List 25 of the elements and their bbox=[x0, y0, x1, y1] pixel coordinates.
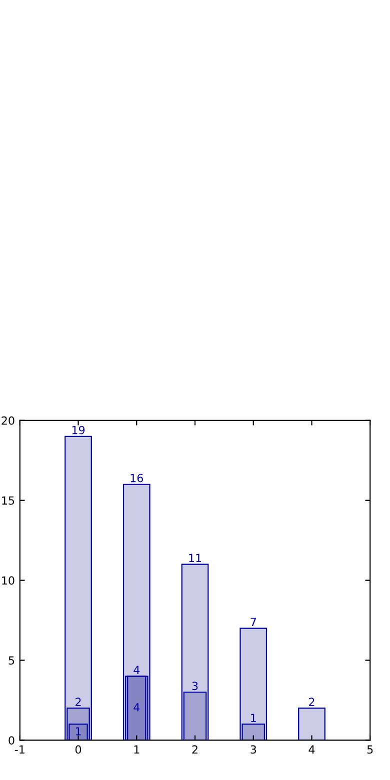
data-label: 1 bbox=[251, 714, 256, 722]
x-tick-label: -1 bbox=[14, 745, 24, 754]
y-tick-label: 10 bbox=[2, 576, 14, 585]
x-tick-label: 1 bbox=[134, 745, 140, 754]
x-tick-label: 3 bbox=[250, 745, 256, 754]
y-tick-label: 20 bbox=[2, 416, 14, 425]
data-label: 16 bbox=[130, 474, 143, 482]
data-label: 2 bbox=[76, 698, 81, 706]
data-label: 3 bbox=[192, 682, 198, 690]
x-tick-label: 4 bbox=[308, 745, 315, 754]
data-label: 7 bbox=[250, 618, 256, 626]
x-tick-label: 5 bbox=[367, 745, 373, 754]
data-label: 2 bbox=[309, 698, 314, 706]
y-tick-label: 15 bbox=[2, 496, 14, 505]
bar bbox=[298, 708, 326, 740]
data-label: 1 bbox=[76, 727, 81, 736]
data-label: 19 bbox=[72, 426, 85, 434]
data-label: 11 bbox=[189, 554, 202, 562]
y-tick-label: 0 bbox=[8, 736, 14, 745]
bar bbox=[64, 436, 92, 740]
x-tick-label: 0 bbox=[75, 745, 82, 754]
x-tick-label: 2 bbox=[192, 745, 198, 754]
data-label: 4 bbox=[134, 666, 140, 674]
data-label: 4 bbox=[134, 703, 140, 712]
y-tick-label: 5 bbox=[8, 656, 14, 665]
